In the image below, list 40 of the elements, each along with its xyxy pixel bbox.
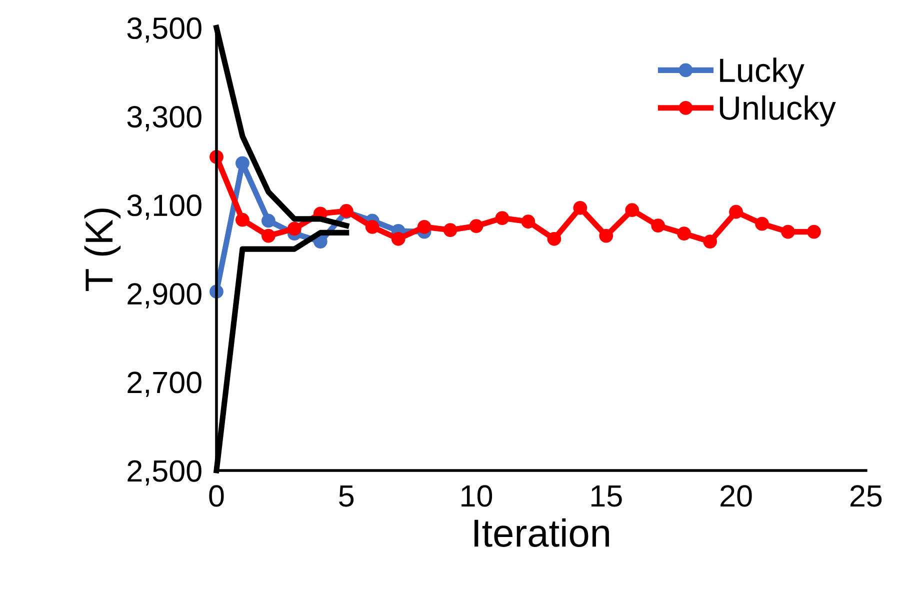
point [651, 218, 666, 233]
point [236, 212, 250, 227]
y-tick-label: 2,900 [128, 283, 202, 308]
y-tick-label: 3,500 [127, 17, 202, 43]
point [755, 216, 769, 231]
point [729, 204, 743, 219]
legend-label: Lucky [720, 58, 804, 89]
x-tick-label: 25 [850, 485, 882, 507]
point [443, 223, 458, 237]
y-tick-label: 3,300 [127, 106, 202, 132]
x-tick-label: 20 [720, 485, 752, 507]
point [573, 200, 588, 215]
point [703, 234, 717, 248]
x-tick-label: 15 [591, 485, 622, 507]
point [547, 232, 562, 246]
x-tick-label: 10 [462, 485, 492, 507]
point [236, 156, 250, 170]
y-tick-label: 2,700 [128, 372, 202, 397]
x-axis-title: Iteration [474, 518, 609, 547]
point [313, 234, 328, 248]
point [261, 228, 276, 243]
y-tick-label: 2,500 [128, 460, 202, 486]
point [417, 220, 432, 234]
y-tick-label: 3,100 [127, 194, 202, 220]
point [365, 220, 380, 234]
point [781, 224, 795, 239]
y-axis-title: T (K) [84, 208, 121, 292]
x-tick-label: 0 [209, 485, 224, 507]
point [521, 214, 536, 229]
legend-label: Unlucky [720, 95, 836, 126]
x-tick-label: 5 [339, 485, 354, 507]
point [287, 222, 302, 236]
point [261, 214, 276, 228]
point [495, 211, 510, 226]
point [677, 226, 692, 241]
point [469, 219, 484, 233]
point [807, 224, 821, 239]
point [599, 228, 614, 243]
point [625, 203, 640, 218]
point [391, 232, 406, 246]
